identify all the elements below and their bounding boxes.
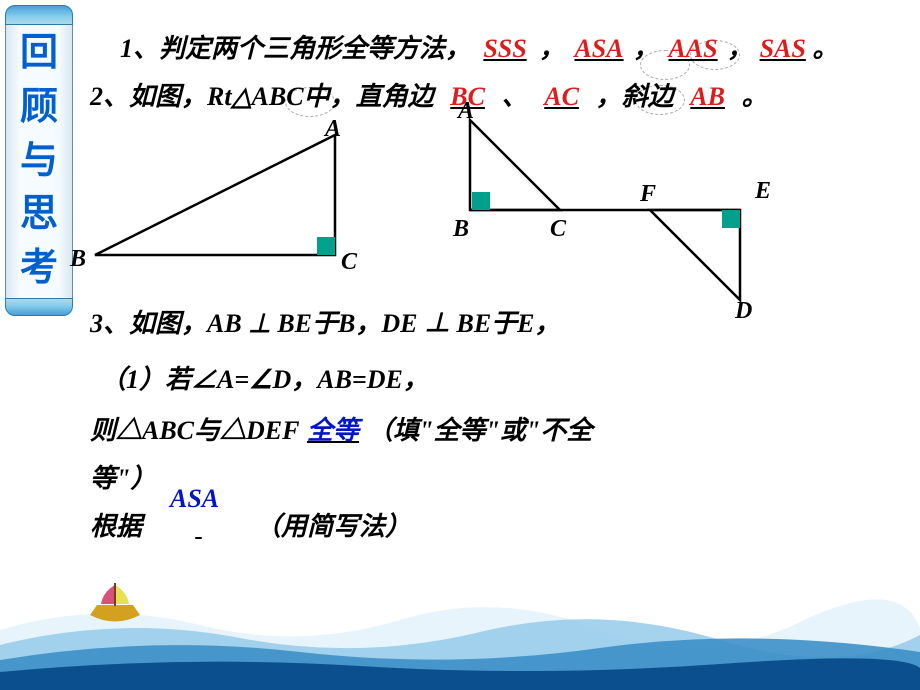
question-3-sub1: （1）若∠A=∠D，AB=DE， <box>100 359 910 401</box>
question-3-result: 则△ABC与△DEF 全等 （填"全等"或"不全 <box>90 410 910 452</box>
banner-char-0: 回 <box>20 33 58 75</box>
q1-ans4: SAS <box>760 34 806 63</box>
q1-ans3: AAS <box>668 34 717 63</box>
scroll-bottom-roll <box>5 298 73 316</box>
banner-char-1: 顾 <box>20 87 58 129</box>
label-A1: A <box>325 110 341 148</box>
q1-end: 。 <box>812 34 838 63</box>
right-angle-marker-2b <box>722 210 740 228</box>
q3s1-text: （1）若∠A=∠D，AB=DE， <box>100 365 429 394</box>
banner-char-2: 与 <box>20 141 58 183</box>
q3r-prefix: 则△ABC与△DEF <box>90 416 299 445</box>
main-content: 1、判定两个三角形全等方法， SSS ， ASA ， AAS ， SAS 。 2… <box>90 28 910 553</box>
label-A2: A <box>458 92 474 130</box>
q3r-suf1: （填"全等"或"不全 <box>367 416 592 445</box>
q1-sep3: ， <box>727 34 753 63</box>
scroll-top-roll <box>5 5 73 25</box>
scroll-body: 回 顾 与 思 考 <box>5 25 73 298</box>
triangle-abc-shape <box>95 135 335 255</box>
q1-sep1: ， <box>539 34 565 63</box>
q2-end: 。 <box>742 82 768 111</box>
right-angle-marker-1 <box>317 237 335 255</box>
banner-char-3: 思 <box>20 194 58 236</box>
q1-ans2: ASA <box>574 34 623 63</box>
question-3-method: 根据 （用简写法） <box>90 506 910 548</box>
q2-sep2: ，斜边 <box>596 82 674 111</box>
diagrams-area: A B C A B C F E D <box>80 125 910 295</box>
label-B2: B <box>453 210 469 248</box>
question-3: 3、如图，AB ⊥ BE于B，DE ⊥ BE于E， <box>90 303 910 345</box>
q3-text: 3、如图，AB ⊥ BE于B，DE ⊥ BE于E， <box>90 309 561 338</box>
q2-ans2: AC <box>544 82 579 111</box>
triangle-2: A B C F E D <box>460 110 770 333</box>
q3r-ans: 全等 <box>307 416 359 445</box>
q3m-prefix: 根据 <box>90 512 142 541</box>
q2-sep1: 、 <box>502 82 528 111</box>
q3m-suffix: （用简写法） <box>255 512 411 541</box>
label-E2: E <box>755 172 771 210</box>
q2-ans3: AB <box>690 82 725 111</box>
label-F2: F <box>640 175 656 213</box>
right-angle-marker-2a <box>472 192 490 210</box>
boat-decoration <box>85 580 145 625</box>
q3r-suf2: 等"） <box>90 464 156 493</box>
question-1: 1、判定两个三角形全等方法， SSS ， ASA ， AAS ， SAS 。 <box>120 28 910 70</box>
banner-char-4: 考 <box>20 248 58 290</box>
label-C2: C <box>550 210 566 248</box>
label-C1: C <box>341 243 357 281</box>
scroll-banner: 回 顾 与 思 考 <box>5 5 73 316</box>
label-B1: B <box>70 240 86 278</box>
q1-sep2: ， <box>633 34 659 63</box>
q2-text: 2、如图，Rt△ABC中，直角边 <box>90 82 434 111</box>
q1-ans1: SSS <box>483 34 526 63</box>
q1-text: 1、判定两个三角形全等方法， <box>120 34 471 63</box>
triangle-1: A B C <box>85 125 365 283</box>
